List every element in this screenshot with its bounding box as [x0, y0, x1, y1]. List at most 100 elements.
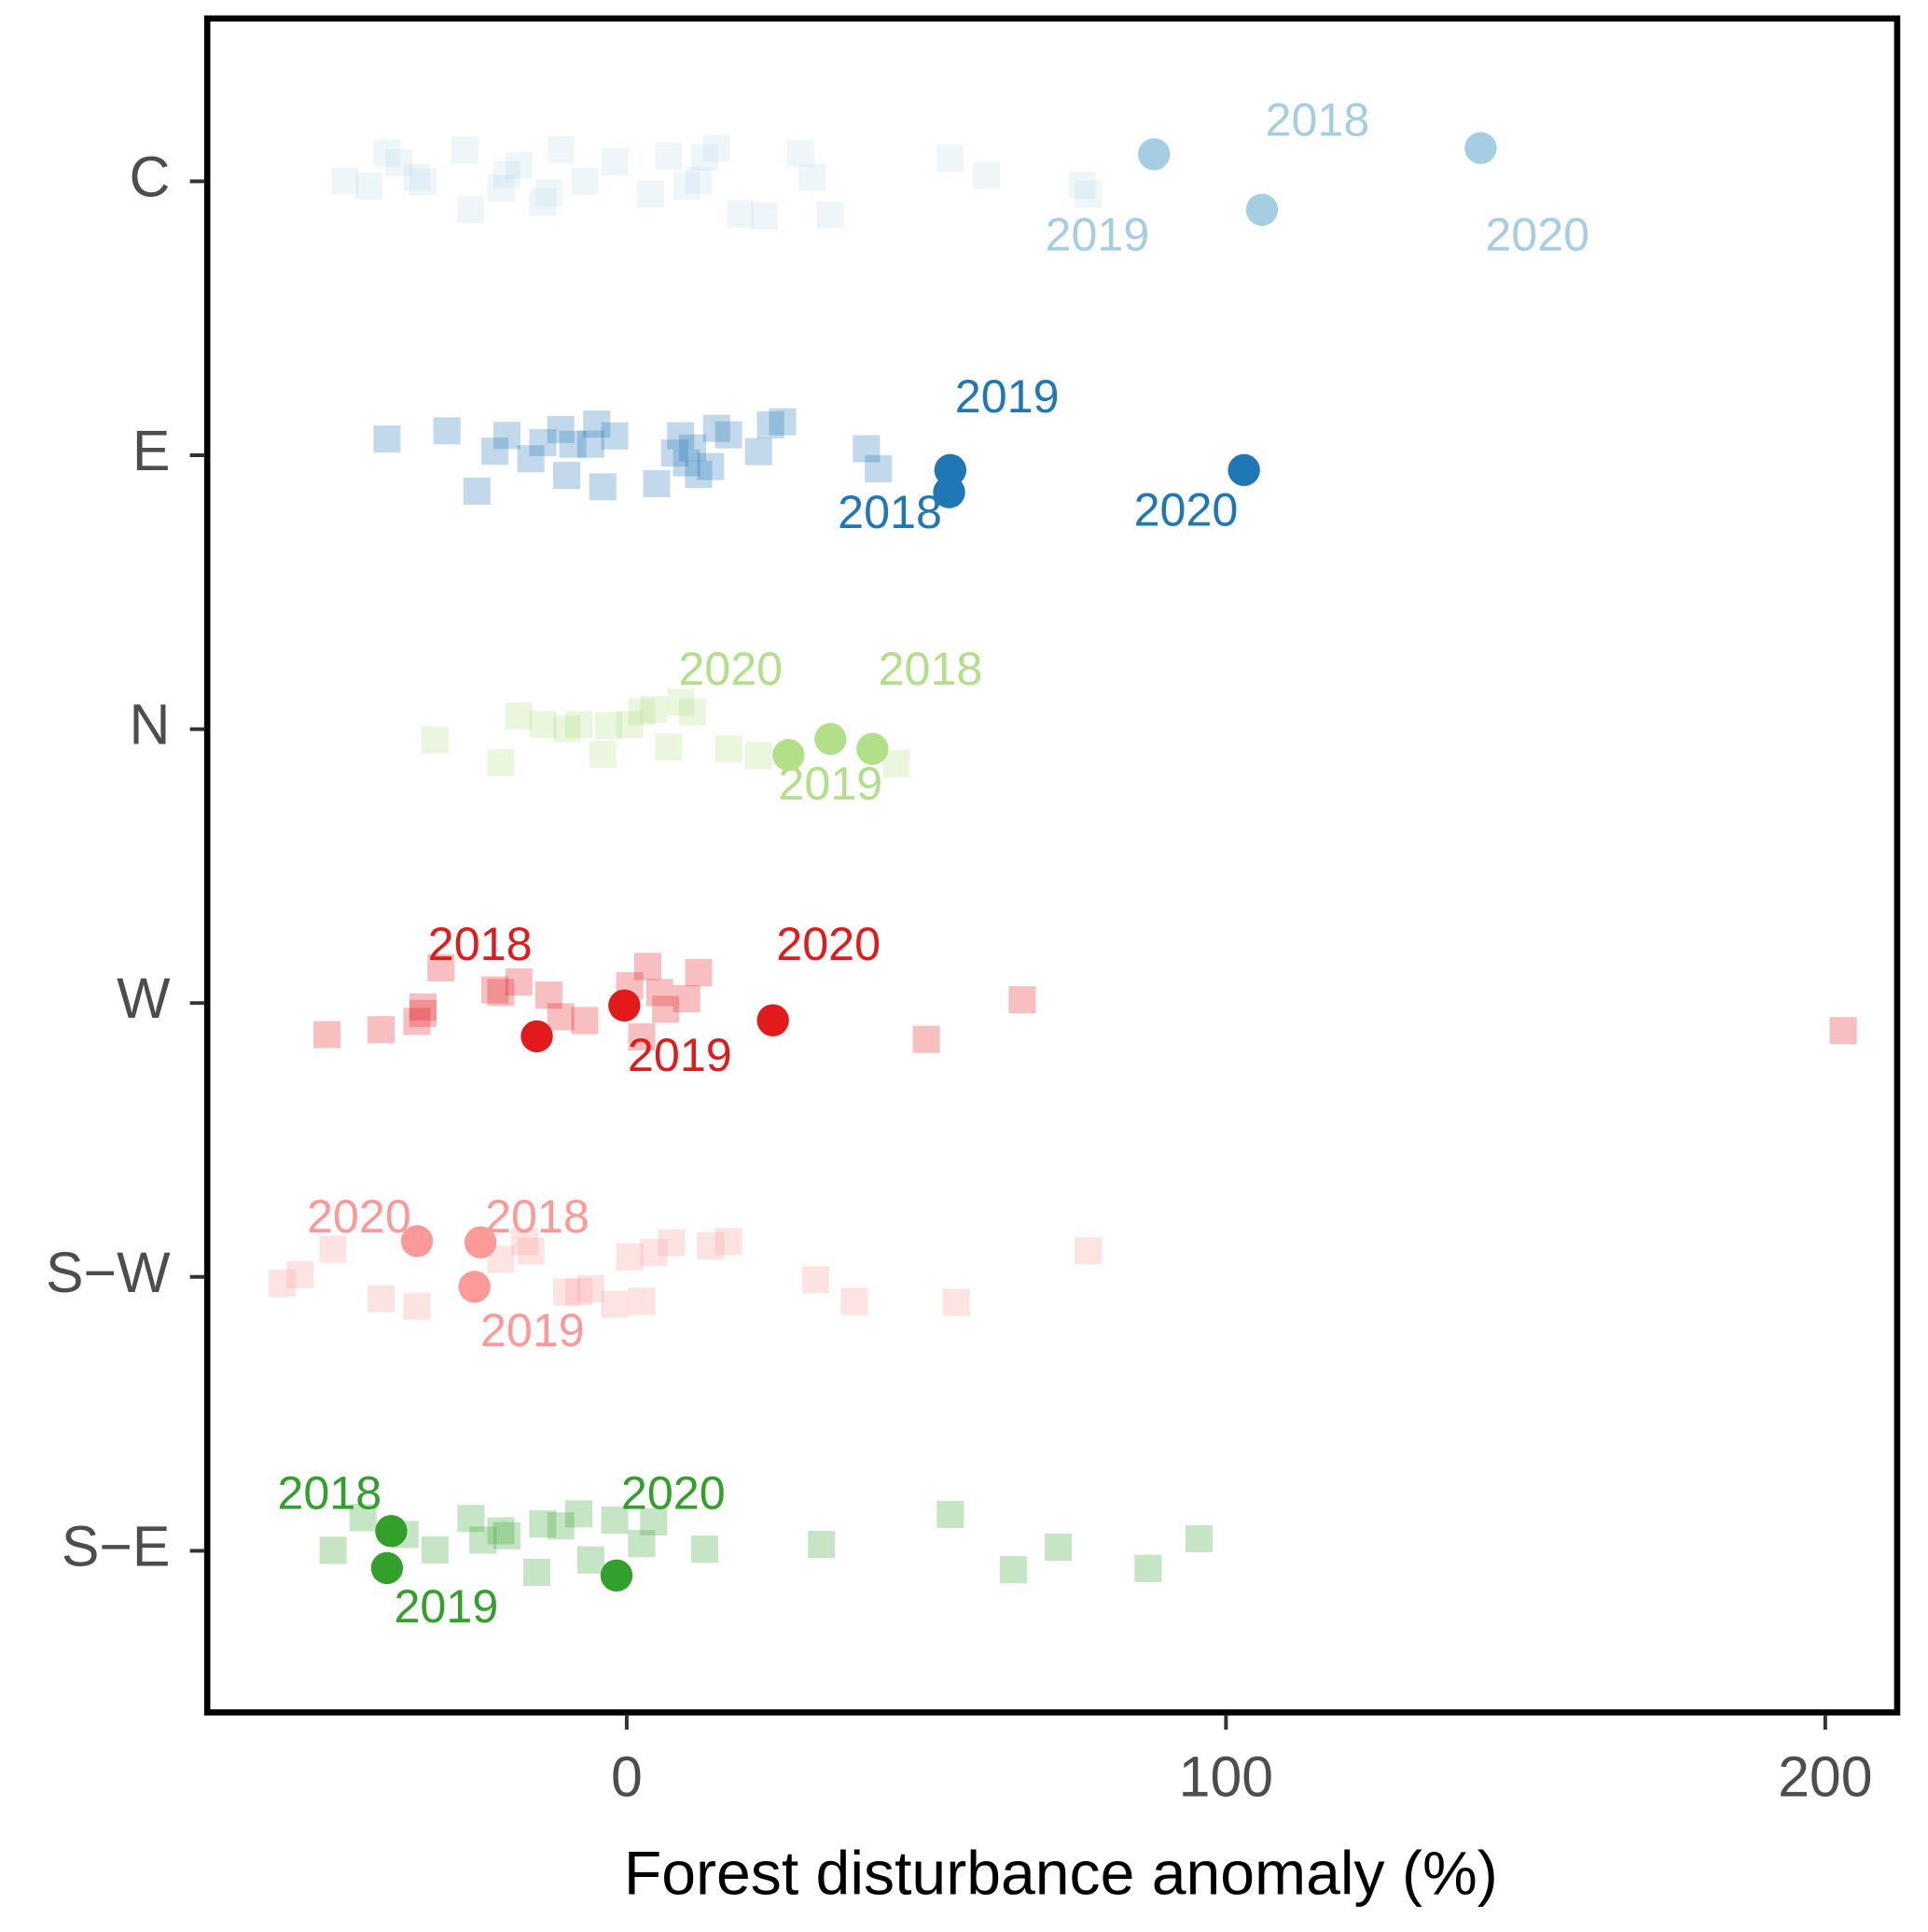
background-square	[655, 142, 683, 170]
y-tick-label: C	[130, 145, 171, 208]
background-square	[547, 136, 575, 164]
background-square	[673, 449, 700, 477]
background-square	[553, 715, 581, 743]
point-label: 2019	[1046, 209, 1150, 261]
background-square	[403, 163, 431, 191]
background-square	[601, 422, 629, 450]
background-square	[697, 1232, 725, 1260]
background-square	[487, 749, 515, 777]
background-square	[481, 438, 509, 466]
background-square	[571, 1007, 599, 1035]
background-square	[373, 425, 401, 453]
background-square	[522, 1558, 551, 1586]
background-square	[972, 161, 1000, 189]
background-square	[463, 477, 491, 506]
background-square	[564, 711, 593, 739]
background-square	[756, 410, 784, 439]
background-square	[373, 139, 401, 167]
background-square	[1044, 1533, 1073, 1562]
background-square	[1134, 1554, 1162, 1582]
background-square	[433, 417, 461, 445]
background-square	[576, 1546, 604, 1574]
background-square	[679, 698, 707, 726]
background-square	[553, 462, 581, 490]
background-square	[628, 1022, 656, 1050]
y-tick-label: S−W	[46, 1241, 171, 1304]
background-square	[601, 147, 629, 175]
background-square	[744, 742, 772, 770]
background-square	[451, 136, 479, 164]
background-square	[492, 1522, 520, 1550]
background-square	[571, 167, 599, 195]
background-square	[936, 1500, 964, 1528]
highlight-point	[520, 1020, 553, 1053]
highlight-point	[934, 453, 967, 487]
background-square	[595, 712, 623, 740]
background-square	[801, 1266, 829, 1294]
background-square	[640, 1508, 668, 1536]
background-square	[517, 1237, 545, 1265]
background-square	[853, 435, 881, 463]
point-label: 2018	[485, 1190, 589, 1243]
background-square	[589, 740, 617, 768]
point-label: 2020	[621, 1466, 726, 1519]
highlight-point	[458, 1271, 491, 1303]
background-square	[576, 430, 604, 458]
point-label: 2020	[1134, 483, 1239, 535]
highlight-point	[1464, 132, 1497, 164]
background-square	[505, 968, 533, 996]
background-square	[702, 414, 730, 442]
x-tick-label: 0	[611, 1745, 643, 1809]
highlight-point	[756, 1004, 789, 1036]
highlight-point	[814, 722, 847, 756]
background-square	[349, 1504, 377, 1532]
point-label: 2018	[277, 1466, 381, 1519]
background-square	[840, 1287, 868, 1315]
background-square	[727, 200, 755, 228]
background-square	[702, 134, 730, 162]
background-square	[286, 1260, 314, 1288]
background-square	[547, 1003, 575, 1031]
background-square	[1008, 986, 1036, 1014]
background-square	[628, 1530, 656, 1558]
point-label: 2020	[678, 643, 783, 695]
background-square	[457, 1505, 485, 1533]
background-square	[628, 698, 656, 726]
point-label: 2018	[838, 486, 942, 538]
background-square	[628, 1287, 656, 1315]
background-square	[673, 984, 700, 1013]
point-label: 2018	[879, 643, 983, 695]
background-square	[403, 1008, 431, 1035]
background-square	[685, 959, 713, 987]
background-square	[547, 1512, 575, 1540]
point-label: 2019	[394, 1580, 498, 1633]
point-label: 2018	[1266, 94, 1370, 146]
background-square	[492, 422, 520, 450]
background-square	[492, 160, 520, 188]
background-square	[576, 1274, 604, 1303]
background-square	[655, 733, 683, 761]
background-square	[331, 167, 359, 195]
background-square	[816, 202, 844, 229]
background-square	[409, 168, 437, 196]
background-square	[457, 195, 485, 224]
background-square	[487, 1517, 515, 1545]
background-square	[1185, 1524, 1214, 1553]
background-square	[355, 172, 383, 200]
background-square	[564, 1500, 593, 1528]
background-square	[505, 702, 533, 730]
background-square	[640, 696, 668, 724]
background-square	[469, 1526, 497, 1554]
background-square	[409, 993, 437, 1022]
point-label: 2019	[628, 1029, 732, 1081]
background-square	[268, 1270, 297, 1298]
background-square	[744, 438, 772, 466]
background-square	[564, 1277, 593, 1306]
background-square	[319, 1235, 347, 1263]
background-square	[645, 979, 673, 1007]
background-square	[942, 1288, 970, 1316]
background-square	[481, 976, 509, 1004]
point-label: 2019	[480, 1304, 585, 1356]
highlight-point	[772, 739, 805, 771]
highlight-point	[856, 732, 889, 765]
